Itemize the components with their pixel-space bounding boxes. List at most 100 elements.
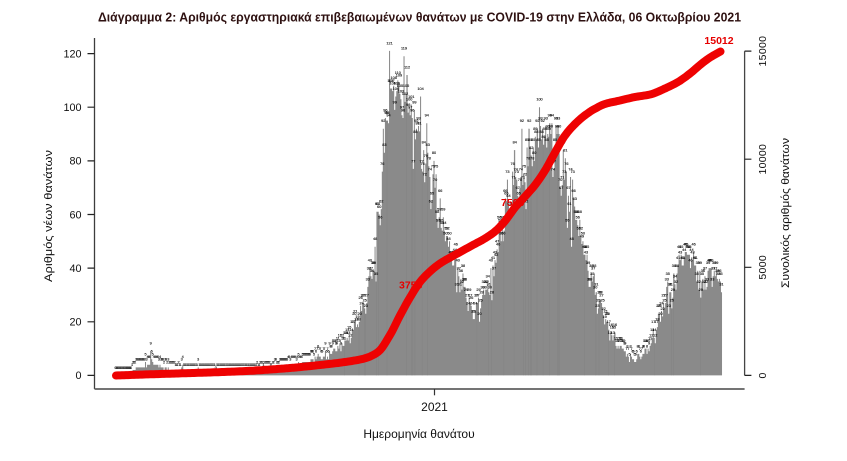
- svg-text:13: 13: [608, 331, 612, 335]
- svg-text:71: 71: [511, 175, 515, 179]
- svg-text:0: 0: [123, 366, 125, 370]
- svg-text:30: 30: [480, 285, 484, 289]
- svg-text:100: 100: [406, 98, 412, 102]
- svg-text:48: 48: [446, 237, 450, 241]
- svg-text:5: 5: [628, 352, 630, 356]
- svg-text:1: 1: [245, 363, 247, 367]
- svg-text:0: 0: [116, 366, 118, 370]
- svg-text:20: 20: [605, 312, 609, 316]
- svg-text:31: 31: [719, 283, 723, 287]
- svg-text:32: 32: [484, 280, 488, 284]
- svg-text:0: 0: [121, 366, 123, 370]
- svg-text:10: 10: [332, 339, 336, 343]
- svg-text:105: 105: [403, 84, 409, 88]
- svg-text:12: 12: [653, 334, 657, 338]
- svg-text:46: 46: [683, 242, 687, 246]
- svg-text:0: 0: [757, 372, 769, 378]
- svg-text:43: 43: [448, 250, 452, 254]
- svg-text:9: 9: [624, 342, 626, 346]
- svg-text:3: 3: [286, 358, 288, 362]
- svg-text:0: 0: [122, 366, 124, 370]
- svg-text:67: 67: [516, 186, 520, 190]
- svg-text:77: 77: [419, 159, 423, 163]
- svg-text:106: 106: [394, 82, 400, 86]
- svg-text:1: 1: [223, 363, 225, 367]
- svg-text:2: 2: [133, 360, 135, 364]
- svg-text:90: 90: [557, 124, 561, 128]
- svg-text:2: 2: [134, 360, 136, 364]
- svg-text:1: 1: [228, 363, 230, 367]
- svg-text:11: 11: [619, 336, 623, 340]
- svg-text:31: 31: [455, 283, 459, 287]
- svg-text:44: 44: [689, 248, 693, 252]
- svg-text:1: 1: [244, 363, 246, 367]
- svg-text:32: 32: [704, 280, 708, 284]
- svg-text:9: 9: [332, 342, 334, 346]
- svg-text:2: 2: [268, 360, 270, 364]
- svg-text:58: 58: [435, 210, 439, 214]
- svg-text:101: 101: [408, 95, 414, 99]
- svg-text:20: 20: [352, 312, 356, 316]
- svg-text:7: 7: [322, 347, 324, 351]
- svg-text:1: 1: [235, 363, 237, 367]
- svg-text:41: 41: [681, 256, 685, 260]
- svg-text:81: 81: [563, 149, 567, 153]
- svg-text:94: 94: [386, 114, 390, 118]
- svg-text:0: 0: [125, 366, 127, 370]
- svg-text:37: 37: [713, 267, 717, 271]
- svg-text:28: 28: [490, 291, 494, 295]
- svg-text:40: 40: [368, 259, 372, 263]
- svg-text:35: 35: [590, 272, 594, 276]
- svg-text:93: 93: [556, 116, 560, 120]
- svg-text:33: 33: [463, 277, 467, 281]
- svg-text:12: 12: [338, 334, 342, 338]
- svg-text:46: 46: [691, 242, 695, 246]
- svg-text:40: 40: [489, 259, 493, 263]
- svg-text:41: 41: [680, 256, 684, 260]
- svg-text:66: 66: [571, 189, 575, 193]
- svg-text:17: 17: [654, 320, 658, 324]
- svg-text:48: 48: [569, 237, 573, 241]
- svg-text:30: 30: [488, 285, 492, 289]
- svg-text:43: 43: [690, 250, 694, 254]
- svg-text:1: 1: [246, 363, 248, 367]
- svg-text:0: 0: [119, 366, 121, 370]
- svg-text:85: 85: [528, 138, 532, 142]
- svg-text:5: 5: [304, 352, 306, 356]
- svg-text:1: 1: [231, 363, 233, 367]
- svg-text:1: 1: [250, 363, 252, 367]
- svg-text:25: 25: [478, 299, 482, 303]
- svg-text:27: 27: [664, 293, 668, 297]
- svg-text:11: 11: [336, 336, 340, 340]
- svg-text:71: 71: [560, 175, 564, 179]
- svg-text:37: 37: [369, 267, 373, 271]
- svg-text:70: 70: [433, 178, 437, 182]
- svg-text:95: 95: [384, 111, 388, 115]
- svg-text:85: 85: [531, 138, 535, 142]
- svg-text:62: 62: [379, 200, 383, 204]
- svg-text:39: 39: [696, 261, 700, 265]
- svg-text:9: 9: [623, 342, 625, 346]
- svg-text:29: 29: [464, 288, 468, 292]
- svg-text:6: 6: [633, 350, 635, 354]
- svg-text:19: 19: [602, 315, 606, 319]
- svg-text:1: 1: [216, 363, 218, 367]
- svg-text:1: 1: [209, 363, 211, 367]
- svg-text:3: 3: [135, 358, 137, 362]
- svg-text:74: 74: [519, 167, 523, 171]
- svg-text:45: 45: [582, 245, 586, 249]
- svg-text:2: 2: [263, 360, 265, 364]
- svg-text:38: 38: [589, 264, 593, 268]
- svg-text:10: 10: [621, 339, 625, 343]
- svg-text:3: 3: [142, 358, 144, 362]
- svg-text:10: 10: [620, 339, 624, 343]
- svg-text:88: 88: [539, 130, 543, 134]
- svg-text:109: 109: [396, 73, 402, 77]
- svg-text:5: 5: [308, 352, 310, 356]
- svg-text:5: 5: [307, 352, 309, 356]
- svg-text:94: 94: [425, 114, 429, 118]
- svg-text:1: 1: [198, 363, 200, 367]
- svg-text:27: 27: [365, 293, 369, 297]
- svg-text:31: 31: [669, 283, 673, 287]
- svg-text:12: 12: [649, 334, 653, 338]
